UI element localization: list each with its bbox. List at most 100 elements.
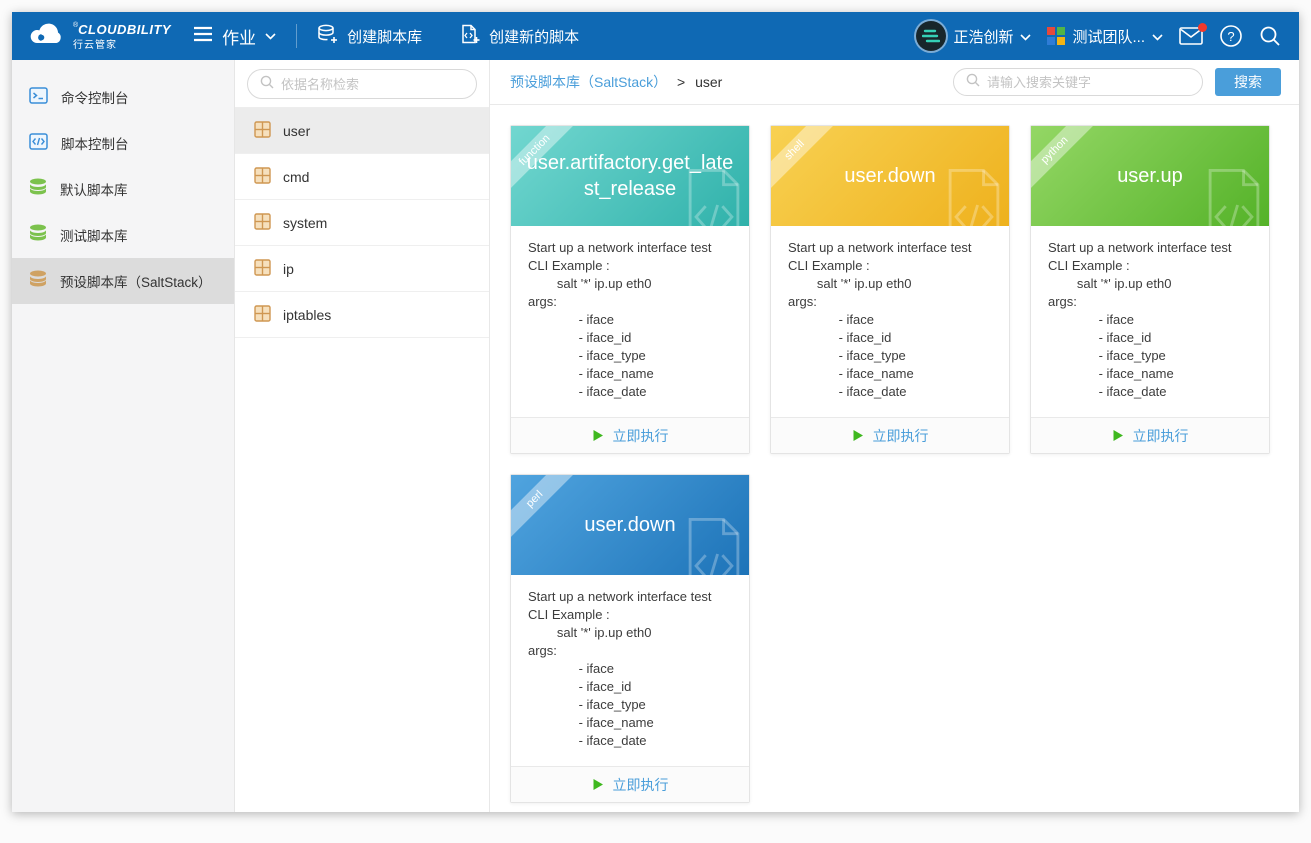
- sidebar-item-script-console[interactable]: 脚本控制台: [12, 120, 234, 166]
- card-title: user.up: [1117, 165, 1183, 187]
- card-description: Start up a network interface test CLI Ex…: [1048, 240, 1232, 399]
- top-navbar: ®CLOUDBILITY 行云管家 作业 创建: [12, 12, 1299, 60]
- create-script-library-button[interactable]: 创建脚本库: [317, 24, 422, 48]
- execute-now-button[interactable]: 立即执行: [511, 417, 749, 453]
- database-plus-icon: [317, 24, 339, 48]
- card-header: shell user.down: [771, 126, 1009, 226]
- app-window: ®CLOUDBILITY 行云管家 作业 创建: [12, 12, 1299, 812]
- panel-search-box: [247, 69, 477, 99]
- execute-now-button[interactable]: 立即执行: [511, 766, 749, 802]
- script-card-grid: function user.artifactory.get_latest_rel…: [490, 105, 1299, 812]
- script-group-list: user cmd system: [235, 107, 489, 338]
- script-group-panel: user cmd system: [235, 60, 490, 812]
- card-header: python user.up: [1031, 126, 1269, 226]
- code-file-watermark-icon: [1208, 168, 1260, 226]
- sidebar-item-command-console[interactable]: 命令控制台: [12, 74, 234, 120]
- code-console-icon: [29, 133, 48, 153]
- help-button[interactable]: ?: [1219, 24, 1243, 48]
- main-content: 预设脚本库（SaltStack） > user 搜索: [490, 60, 1299, 812]
- sidebar-item-label: 命令控制台: [61, 91, 129, 106]
- navbar-divider: [296, 24, 298, 48]
- brand-name: CLOUDBILITY: [78, 21, 172, 37]
- script-card-user-up: python user.up Start up a network interf…: [1030, 125, 1270, 454]
- play-icon: [1113, 430, 1123, 441]
- brand-logo[interactable]: ®CLOUDBILITY 行云管家: [28, 18, 171, 55]
- execute-now-label: 立即执行: [612, 776, 669, 793]
- cloud-logo-icon: [28, 18, 66, 55]
- card-description: Start up a network interface test CLI Ex…: [528, 589, 712, 748]
- sidebar-item-preset-library-saltstack[interactable]: 预设脚本库（SaltStack）: [12, 258, 234, 304]
- team-menu[interactable]: 测试团队...: [1047, 26, 1163, 47]
- team-grid-icon: [1047, 27, 1066, 45]
- code-file-watermark-icon: [688, 517, 740, 575]
- terminal-icon: [29, 87, 48, 107]
- breadcrumb-parent-link[interactable]: 预设脚本库（SaltStack）: [510, 74, 668, 90]
- play-icon: [593, 779, 603, 790]
- database-green-icon: [29, 224, 47, 246]
- search-button[interactable]: 搜索: [1215, 68, 1281, 96]
- list-item-label: user: [283, 122, 311, 139]
- primary-menu-jobs[interactable]: 作业: [193, 24, 276, 49]
- user-menu[interactable]: 正浩创新: [916, 21, 1032, 51]
- sidebar-item-default-library[interactable]: 默认脚本库: [12, 166, 234, 212]
- list-item-label: system: [283, 214, 328, 231]
- sidebar-item-label: 脚本控制台: [61, 137, 129, 152]
- table-grid-icon: [254, 304, 271, 325]
- execute-now-button[interactable]: 立即执行: [1031, 417, 1269, 453]
- sidebar-item-test-library[interactable]: 测试脚本库: [12, 212, 234, 258]
- create-new-script-button[interactable]: 创建新的脚本: [460, 24, 579, 48]
- chevron-down-icon: [1020, 28, 1032, 45]
- table-grid-icon: [254, 212, 271, 233]
- create-new-script-label: 创建新的脚本: [489, 28, 580, 46]
- code-file-watermark-icon: [688, 168, 740, 226]
- breadcrumb: 预设脚本库（SaltStack） > user: [510, 72, 722, 92]
- search-icon-button[interactable]: [1259, 25, 1281, 47]
- play-icon: [853, 430, 863, 441]
- breadcrumb-separator: >: [677, 74, 686, 90]
- svg-text:?: ?: [1227, 29, 1234, 44]
- database-orange-icon: [29, 270, 47, 292]
- main-search-box: [953, 68, 1203, 96]
- search-icon: [966, 73, 980, 92]
- script-card-user-down-perl: perl user.down Start up a network interf…: [510, 474, 750, 803]
- script-card-user-down-shell: shell user.down Start up a network inter…: [770, 125, 1010, 454]
- main-header: 预设脚本库（SaltStack） > user 搜索: [490, 60, 1299, 105]
- panel-search-input[interactable]: [281, 76, 464, 92]
- card-title: user.down: [844, 165, 936, 187]
- list-item-iptables[interactable]: iptables: [235, 292, 489, 338]
- brand-subtitle: 行云管家: [73, 39, 117, 51]
- left-sidebar: 命令控制台 脚本控制台 默认脚本库: [12, 60, 235, 812]
- breadcrumb-current: user: [695, 74, 723, 90]
- list-item-label: ip: [283, 260, 294, 277]
- user-avatar: [916, 21, 947, 51]
- navbar-right-cluster: 正浩创新 测试团队...: [916, 21, 1281, 51]
- sidebar-item-label: 默认脚本库: [60, 183, 128, 198]
- sidebar-item-label: 测试脚本库: [60, 229, 128, 244]
- language-ribbon: perl: [511, 475, 576, 541]
- script-plus-icon: [460, 24, 481, 48]
- list-item-cmd[interactable]: cmd: [235, 154, 489, 200]
- registered-mark: ®: [73, 21, 79, 29]
- card-title: user.down: [584, 514, 676, 536]
- list-item-user[interactable]: user: [235, 108, 489, 154]
- code-file-watermark-icon: [948, 168, 1000, 226]
- language-ribbon: shell: [771, 126, 836, 192]
- mail-notification-badge: [1198, 23, 1207, 32]
- card-description: Start up a network interface test CLI Ex…: [528, 240, 712, 399]
- database-green-icon: [29, 178, 47, 200]
- table-grid-icon: [254, 166, 271, 187]
- primary-menu-label: 作业: [222, 28, 257, 48]
- main-search-input[interactable]: [987, 74, 1190, 90]
- mail-button[interactable]: [1179, 23, 1207, 45]
- execute-now-label: 立即执行: [872, 427, 929, 444]
- user-name: 正浩创新: [953, 28, 1014, 46]
- card-header: function user.artifactory.get_latest_rel…: [511, 126, 749, 226]
- table-grid-icon: [254, 120, 271, 141]
- team-name: 测试团队...: [1072, 28, 1145, 46]
- table-grid-icon: [254, 258, 271, 279]
- execute-now-button[interactable]: 立即执行: [771, 417, 1009, 453]
- list-item-label: cmd: [283, 168, 310, 185]
- list-item-ip[interactable]: ip: [235, 246, 489, 292]
- list-item-system[interactable]: system: [235, 200, 489, 246]
- card-description: Start up a network interface test CLI Ex…: [788, 240, 972, 399]
